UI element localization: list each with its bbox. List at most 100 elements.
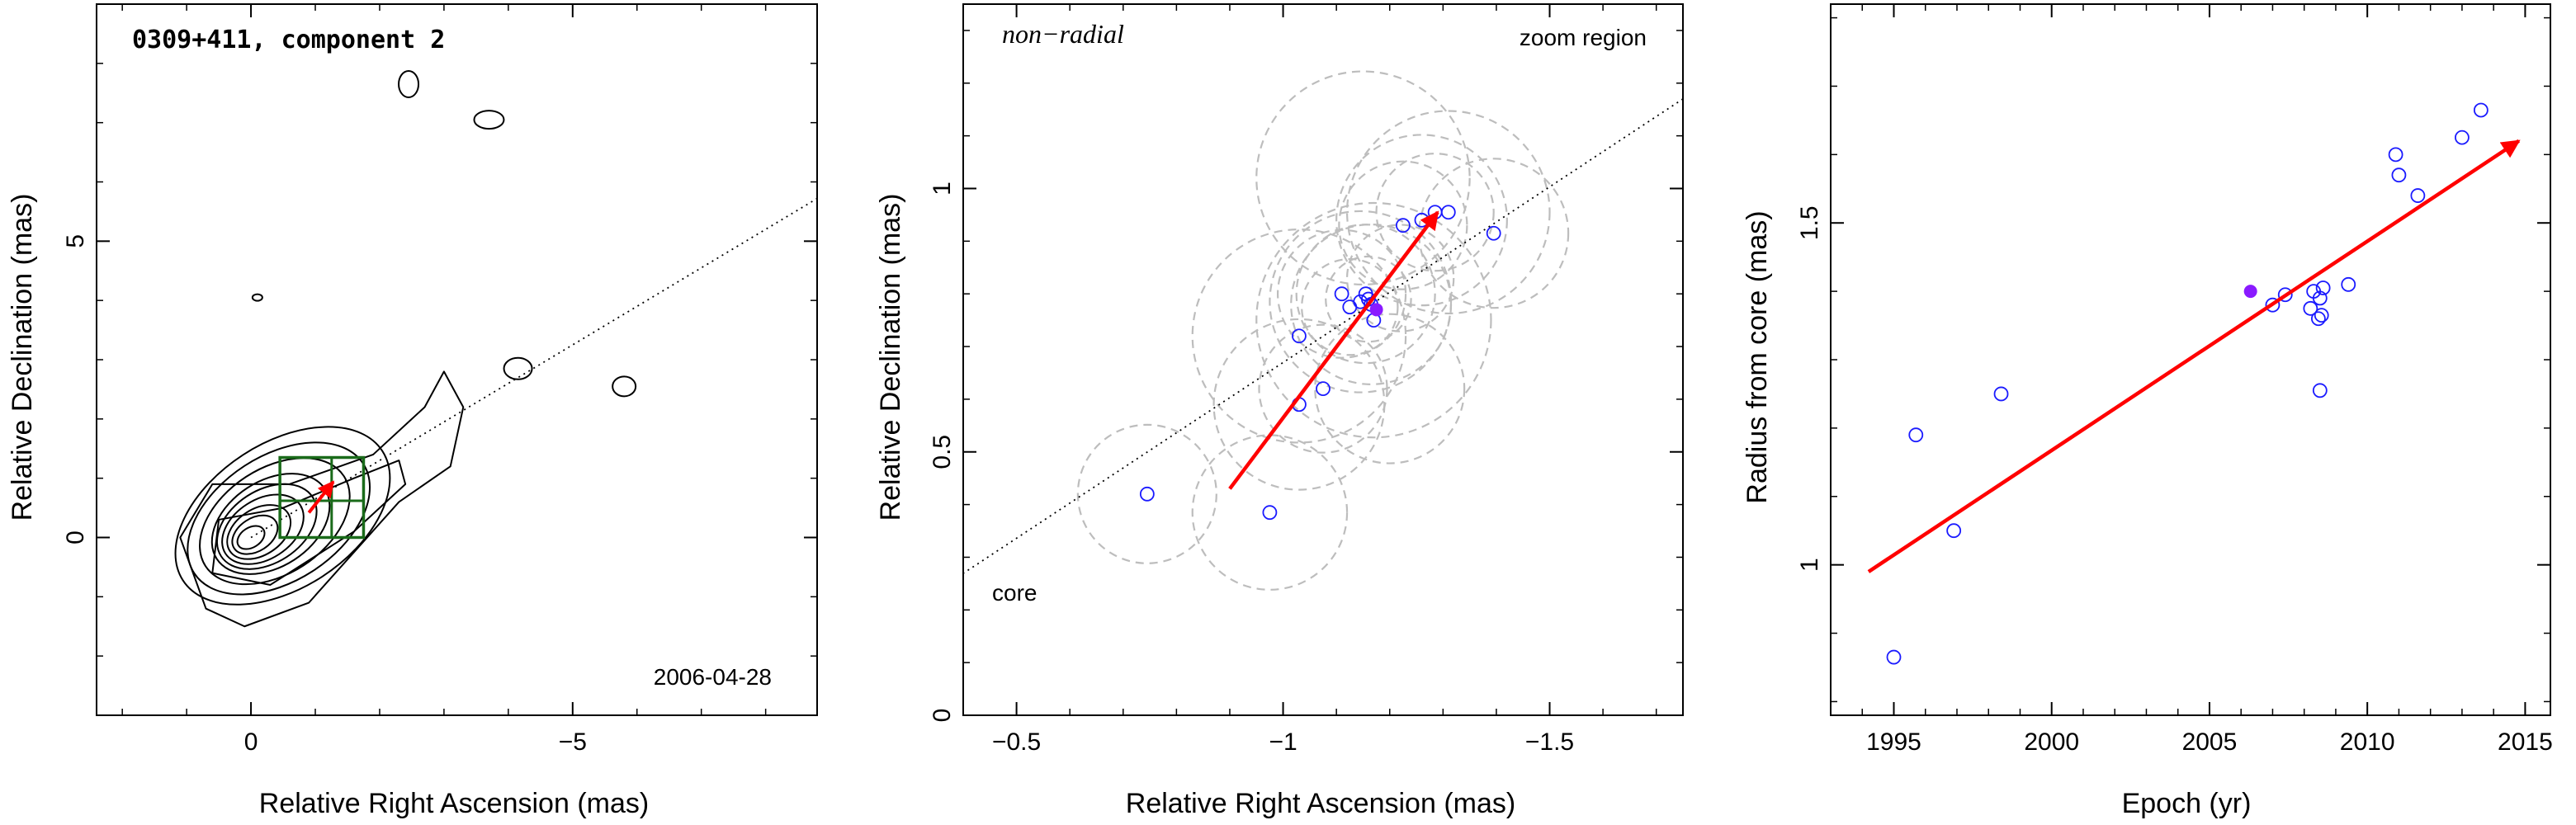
component-position-point — [1139, 486, 1155, 502]
contour-level — [236, 525, 266, 550]
panel-1-xtick-label: −1.5 — [1525, 728, 1574, 756]
radius-epoch-point — [2312, 383, 2328, 398]
panel-1-plot-area — [174, 69, 817, 628]
uncertainty-circle — [1191, 434, 1349, 591]
panel-2-ytick-label: 1.5 — [1796, 205, 1823, 240]
panel-radius-vs-epoch: Epoch (yr) Radius from core (mas) 1995 20… — [1742, 3, 2553, 819]
uncertainty-circle — [1191, 228, 1407, 444]
uncertainty-circle — [1375, 153, 1495, 272]
highlighted-epoch-point — [2243, 285, 2257, 299]
panel-1-ylabel: Relative Declination (mas) — [7, 194, 38, 521]
uncertainty-circle — [1290, 223, 1453, 385]
radius-epoch-point — [1908, 427, 1924, 443]
radius-epoch-point — [2341, 276, 2356, 292]
panel-zoom-region: non−radial zoom region core Relative Rig… — [875, 3, 1684, 819]
contour-level — [199, 457, 351, 586]
contour-blob-1 — [398, 69, 420, 98]
component-position-point — [1262, 505, 1278, 521]
panel-2-motion-arrow — [1228, 210, 1439, 490]
panel-contour-map: 0309+411, component 2 2006-04-28 Relativ… — [7, 3, 818, 819]
contour-blob-2 — [473, 110, 505, 130]
panel-1-xtick-label: −0.5 — [992, 728, 1041, 756]
panel-3-ylabel: Radius from core (mas) — [1742, 210, 1773, 503]
contour-blob-4 — [503, 356, 533, 380]
uncertainty-circle — [1212, 318, 1386, 491]
uncertainty-circle — [1076, 423, 1217, 564]
radius-epoch-point — [2410, 188, 2426, 203]
uncertainty-circle — [1345, 224, 1455, 332]
contour-level — [221, 493, 305, 565]
component-position-point — [1292, 328, 1307, 344]
panel-2-xtick-label: 2005 — [2182, 728, 2238, 756]
radius-epoch-point — [2473, 102, 2489, 118]
component-position-point — [1353, 294, 1368, 309]
panel-2-xlabel: Relative Right Ascension (mas) — [1126, 788, 1515, 819]
panel-3-xlabel: Epoch (yr) — [2122, 788, 2252, 819]
panel-1-ytick-label: 1 — [929, 182, 956, 196]
contour-level — [231, 514, 279, 555]
panel-0-xtick-label: −5 — [559, 728, 587, 756]
panel-2-title: non−radial — [1002, 19, 1124, 49]
uncertainty-circle — [1338, 160, 1468, 290]
contour-blob-5 — [251, 293, 263, 302]
panel-2-xtick-label: 2010 — [2340, 728, 2395, 756]
panel-2-plot-area — [963, 70, 1683, 591]
component-position-point — [1395, 218, 1411, 233]
panel-0-ytick-label: 0 — [62, 530, 89, 544]
radius-epoch-point — [1993, 386, 2009, 402]
radius-epoch-point — [2277, 287, 2293, 303]
radius-epoch-point — [2265, 297, 2281, 313]
uncertainty-circle — [1255, 70, 1471, 285]
uncertainty-circle — [1345, 110, 1551, 315]
panel-1-epoch-label: 2006-04-28 — [654, 664, 772, 690]
component-position-point — [1316, 381, 1331, 397]
panel-2-direction-line — [963, 98, 1683, 579]
component-position-point — [1486, 225, 1501, 241]
panel-0-xtick-label: 0 — [244, 728, 258, 756]
radius-epoch-point — [2314, 308, 2329, 323]
contour-jet-inner — [211, 460, 407, 586]
contour-level — [226, 504, 292, 560]
uncertainty-circle — [1314, 313, 1466, 464]
radius-epoch-point — [2310, 311, 2326, 327]
radius-epoch-point — [2388, 147, 2403, 163]
panel-0-frame — [96, 3, 818, 716]
panel-2-ylabel: Relative Declination (mas) — [875, 194, 906, 521]
uncertainty-circle — [1418, 158, 1570, 309]
panel-1-ytick-label: 0 — [929, 709, 956, 723]
radius-epoch-point — [1886, 649, 1902, 665]
highlighted-epoch-point — [1369, 303, 1383, 317]
radius-epoch-point — [1946, 523, 1962, 539]
radius-epoch-point — [2391, 167, 2407, 183]
uncertainty-circle — [1335, 134, 1508, 307]
panel-2-xtick-label: 2015 — [2498, 728, 2553, 756]
panel-1-motion-arrow — [307, 480, 335, 514]
radius-epoch-point — [2455, 130, 2470, 145]
panel-3-fit-arrow — [1867, 139, 2521, 573]
panel-2-xtick-label: 2000 — [2024, 728, 2079, 756]
uncertainty-circle — [1269, 210, 1453, 394]
panel-2-ytick-label: 1 — [1796, 558, 1823, 572]
radius-epoch-point — [2303, 300, 2318, 316]
contour-jet-outer — [179, 370, 465, 628]
contour-level — [174, 426, 391, 606]
contour-blob-3 — [612, 375, 637, 398]
uncertainty-circle — [1276, 229, 1407, 359]
panel-1-xtick-label: −1 — [1269, 728, 1297, 756]
panel-2-core-label: core — [992, 580, 1037, 606]
component-position-point — [1440, 205, 1456, 220]
panel-2-xtick-label: 1995 — [1866, 728, 1921, 756]
panel-1-ytick-label: 0.5 — [929, 435, 956, 469]
radius-epoch-point — [2315, 280, 2331, 295]
radius-epoch-point — [2312, 290, 2328, 306]
panel-2-corner-label: zoom region — [1520, 25, 1647, 50]
component-position-point — [1334, 286, 1349, 302]
panel-1-frame — [962, 3, 1684, 716]
uncertainty-circle — [1325, 255, 1412, 343]
panel-0-ytick-label: 5 — [62, 234, 89, 248]
uncertainty-circle — [1255, 201, 1492, 439]
contour-level — [215, 483, 318, 570]
panel-1-title: 0309+411, component 2 — [132, 26, 445, 54]
zoom-box-outer — [278, 455, 366, 540]
